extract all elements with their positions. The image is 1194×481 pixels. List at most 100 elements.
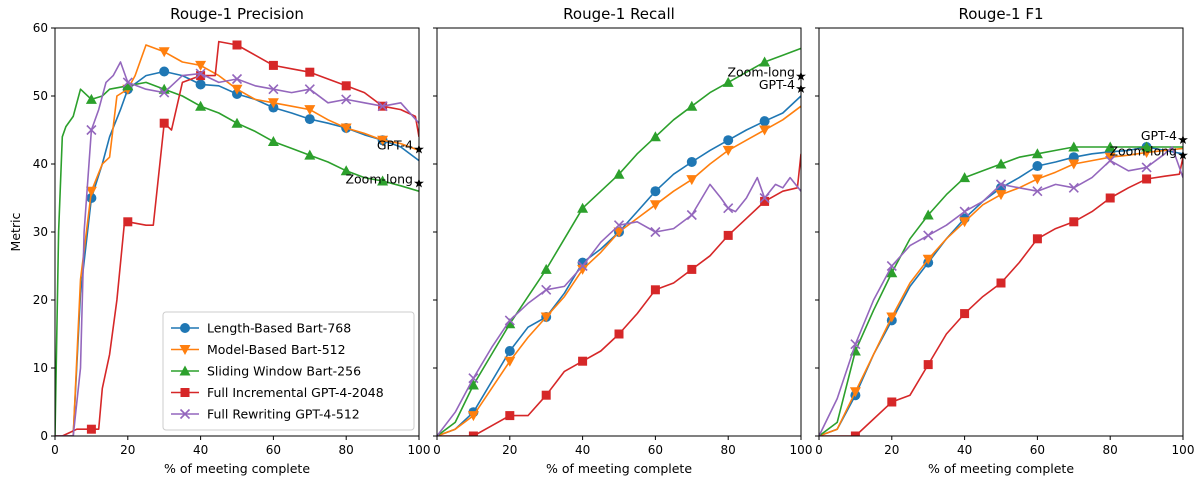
series-line xyxy=(437,47,801,436)
star-icon: ★ xyxy=(413,142,425,157)
y-tick-label: 20 xyxy=(33,293,48,307)
x-tick-label: 80 xyxy=(339,443,354,457)
data-point xyxy=(268,60,278,70)
data-point xyxy=(960,309,970,319)
legend-marker xyxy=(180,388,190,397)
data-point xyxy=(686,100,698,111)
data-point xyxy=(687,264,697,274)
data-point xyxy=(504,356,516,367)
data-point xyxy=(304,149,316,160)
data-point xyxy=(577,202,589,213)
x-tick-label: 80 xyxy=(721,443,736,457)
data-point xyxy=(759,116,770,127)
data-point xyxy=(922,254,934,265)
data-point xyxy=(231,117,243,128)
legend-marker xyxy=(180,323,190,333)
data-point xyxy=(123,217,133,227)
data-point xyxy=(723,135,734,146)
data-point xyxy=(195,79,206,90)
y-axis-label: Metric xyxy=(8,212,23,251)
data-point xyxy=(686,209,697,221)
panel-precision: Rouge-1 Precision % of meeting complete Me… xyxy=(8,5,430,476)
data-point xyxy=(195,68,206,79)
data-point xyxy=(122,80,134,91)
legend-entry: Sliding Window Bart-256 xyxy=(171,364,361,379)
data-point xyxy=(468,431,478,436)
panel-title: Rouge-1 Precision xyxy=(170,5,304,23)
data-point xyxy=(686,175,698,186)
data-point xyxy=(268,84,279,95)
series-line xyxy=(437,153,801,436)
legend-frame xyxy=(162,311,415,431)
data-point xyxy=(577,264,589,275)
data-point xyxy=(686,156,697,167)
data-point xyxy=(232,40,242,50)
data-point xyxy=(340,123,352,134)
series-triangle-down xyxy=(437,105,801,436)
series-circle xyxy=(437,95,801,436)
series-triangle-up xyxy=(55,80,419,436)
data-point xyxy=(304,105,316,116)
data-point xyxy=(159,87,170,98)
data-point xyxy=(1031,148,1043,159)
data-point xyxy=(1032,186,1043,197)
y-tick-label: 0 xyxy=(40,429,48,443)
x-tick-label: 0 xyxy=(51,443,59,457)
series-triangle-up xyxy=(437,47,801,436)
data-point xyxy=(231,84,243,95)
legend-label: Full Incremental GPT-4-2048 xyxy=(207,385,384,400)
legend-entry: Full Incremental GPT-4-2048 xyxy=(171,385,384,400)
data-point xyxy=(467,379,479,390)
data-point xyxy=(614,329,624,339)
data-point xyxy=(723,203,734,214)
data-point xyxy=(650,285,660,295)
data-point xyxy=(886,260,897,272)
data-point xyxy=(467,411,479,422)
y-tick-label: 50 xyxy=(33,89,48,103)
data-point xyxy=(377,175,389,186)
data-point xyxy=(1142,174,1152,184)
star-icon: ★ xyxy=(1177,133,1189,148)
data-point xyxy=(267,98,279,109)
data-point xyxy=(540,312,552,323)
x-tick-label: 40 xyxy=(575,443,590,457)
series-line xyxy=(819,157,1183,436)
star-icon: ★ xyxy=(795,70,807,85)
data-point xyxy=(195,100,207,111)
data-point xyxy=(959,217,971,228)
legend-marker xyxy=(179,365,191,376)
x-tick-label: 0 xyxy=(815,443,823,457)
data-point xyxy=(759,56,771,67)
data-point xyxy=(959,172,971,183)
panel-f1: Rouge-1 F1 % of meeting complete 0 20 40 60 80… xyxy=(815,5,1194,476)
data-point xyxy=(995,179,1007,190)
data-point xyxy=(850,339,861,350)
data-point xyxy=(158,47,170,58)
data-point xyxy=(1032,161,1043,172)
data-point xyxy=(613,227,625,238)
data-point xyxy=(613,220,625,231)
x-tick-label: 20 xyxy=(120,443,135,457)
data-point xyxy=(504,315,515,326)
annotation-label: GPT-4 xyxy=(377,137,413,152)
legend-marker xyxy=(179,345,191,355)
data-point xyxy=(1105,155,1116,166)
x-axis-label: % of meeting complete xyxy=(164,461,310,476)
data-point xyxy=(1031,174,1043,185)
annotation-label: GPT-4 xyxy=(759,77,795,92)
series-line xyxy=(437,176,801,436)
series-square xyxy=(55,40,419,436)
x-tick-label: 100 xyxy=(1172,443,1194,457)
series-line xyxy=(55,81,419,436)
data-point xyxy=(759,125,771,136)
data-point xyxy=(304,114,315,125)
data-point xyxy=(341,81,351,91)
data-point xyxy=(759,192,770,204)
annotation: ★Zoom-long xyxy=(345,171,424,191)
data-point xyxy=(996,278,1006,288)
series-line xyxy=(437,105,801,436)
annotation-label: GPT-4 xyxy=(1141,128,1177,143)
series-line xyxy=(55,61,419,436)
data-point xyxy=(231,73,243,85)
